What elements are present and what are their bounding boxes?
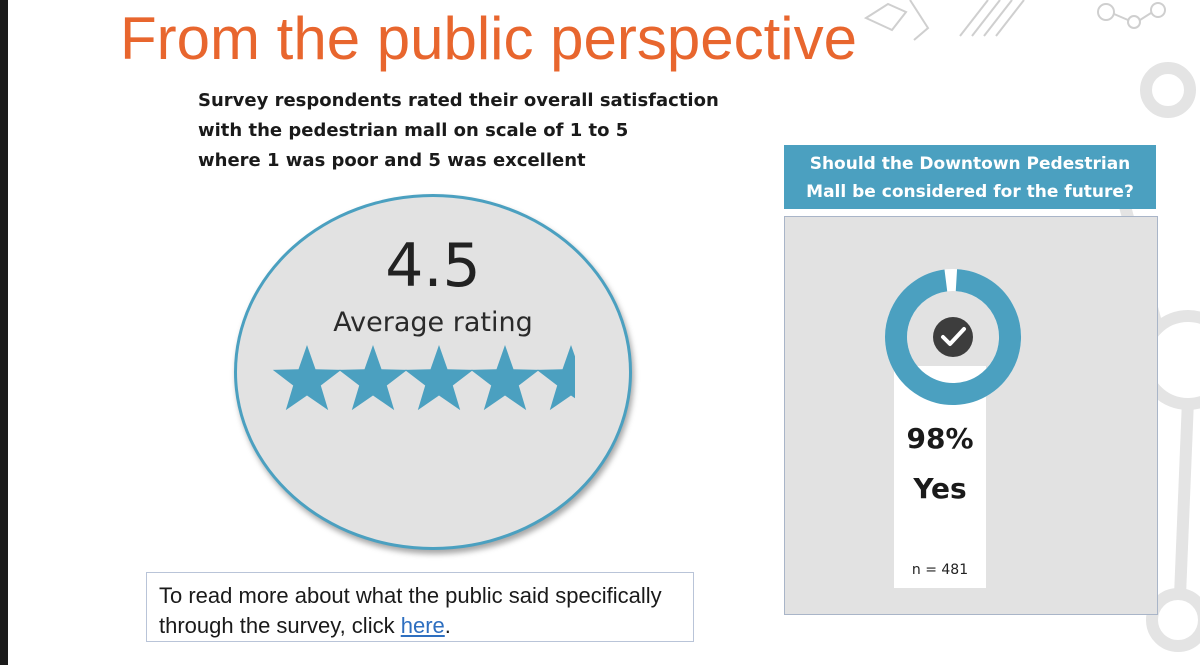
future-question-line: Mall be considered for the future? [806,182,1134,202]
survey-description: Survey respondents rated their overall s… [198,86,758,176]
yes-donut-arc [885,269,1022,405]
slide-title: From the public perspective [120,5,857,72]
yes-donut-chart [885,269,1022,405]
sample-size: n = 481 [911,562,969,578]
future-question-line: Should the Downtown Pedestrian [809,154,1131,174]
read-more-note: To read more about what the public said … [146,572,694,642]
star-rating [272,345,575,411]
yes-answer-label: Yes [913,472,967,505]
survey-description-line: Survey respondents rated their overall s… [198,90,719,111]
rating-star [272,345,342,411]
future-question-header: Should the Downtown Pedestrian Mall be c… [784,145,1156,209]
average-rating-value: 4.5 [385,231,481,301]
survey-description-line: where 1 was poor and 5 was excellent [198,150,586,171]
average-rating-circle: 4.5 Average rating [234,194,632,550]
yes-percentage: 98% [906,422,974,455]
survey-description-line: with the pedestrian mall on scale of 1 t… [198,120,629,141]
rating-star [338,345,408,411]
check-circle-icon [933,317,973,357]
read-more-period: . [444,613,451,638]
read-more-link[interactable]: here [400,613,445,638]
read-more-text: To read more about what the public said … [159,583,662,638]
average-rating-label: Average rating [333,307,533,338]
rating-star [404,345,474,411]
slide: From the public perspective Survey respo… [8,0,1200,665]
rating-star [470,345,540,411]
rating-star [536,345,575,411]
